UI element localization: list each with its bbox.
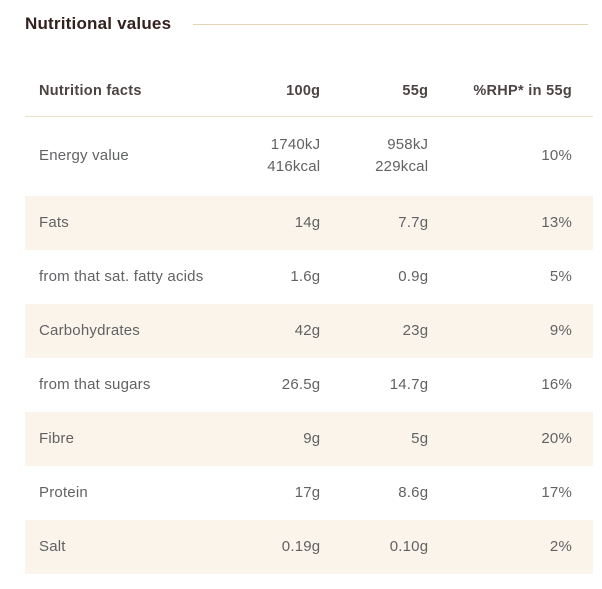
table-row: Salt 0.19g 0.10g 2%	[25, 520, 593, 574]
value-rhp-in-55g: 16%	[428, 358, 593, 412]
value-line: 958kJ	[387, 136, 429, 154]
value-line: 26.5g	[281, 376, 321, 393]
value-line: 5%	[549, 268, 572, 285]
value-per-100g: 14g	[241, 196, 321, 250]
table-row: Fibre 9g 5g 20%	[25, 412, 593, 466]
table-row: Carbohydrates 42g 23g 9%	[25, 304, 593, 358]
value-per-55g: 0.9g	[320, 250, 428, 304]
value-rhp-in-55g: 17%	[428, 466, 593, 520]
nutrition-section: Nutritional values Nutrition facts 100g …	[25, 13, 593, 574]
value-line: 0.10g	[389, 538, 429, 555]
value-line: Fats	[39, 214, 69, 231]
row-label: Protein	[25, 466, 241, 520]
row-label: Fibre	[25, 412, 241, 466]
value-line: Salt	[39, 538, 66, 555]
value-line: 5g	[411, 430, 429, 447]
value-per-100g: 17g	[241, 466, 321, 520]
value-rhp-in-55g: 13%	[428, 196, 593, 250]
value-rhp-in-55g: 9%	[428, 304, 593, 358]
row-label: Salt	[25, 520, 241, 574]
page-title: Nutritional values	[25, 14, 172, 33]
table-row: Energy value 1740kJ 416kcal 958kJ 229kcal 10%	[25, 116, 593, 196]
value-line: 416kcal	[267, 158, 321, 176]
value-per-55g: 14.7g	[320, 358, 428, 412]
value-line: 17%	[541, 484, 572, 501]
value-per-100g: 0.19g	[241, 520, 321, 574]
value-line: 14g	[294, 214, 321, 231]
row-label: from that sat. fatty acids	[25, 250, 241, 304]
section-title-row: Nutritional values	[25, 13, 588, 35]
value-per-55g: 958kJ 229kcal	[320, 116, 428, 196]
value-per-55g: 7.7g	[320, 196, 428, 250]
value-line: Protein	[39, 484, 88, 501]
value-per-55g: 8.6g	[320, 466, 428, 520]
row-label: from that sugars	[25, 358, 241, 412]
value-per-100g: 42g	[241, 304, 321, 358]
table-row: Protein 17g 8.6g 17%	[25, 466, 593, 520]
value-line: from that sat. fatty acids	[39, 268, 204, 285]
value-rhp-in-55g: 5%	[428, 250, 593, 304]
table-row: Fats 14g 7.7g 13%	[25, 196, 593, 250]
value-line: 9%	[549, 322, 572, 339]
value-line: 229kcal	[375, 158, 429, 176]
nutrition-table-body: Energy value 1740kJ 416kcal 958kJ 229kcal 10%…	[25, 116, 593, 574]
value-per-55g: 5g	[320, 412, 428, 466]
table-row: from that sugars 26.5g 14.7g 16%	[25, 358, 593, 412]
value-line: 0.19g	[281, 538, 321, 555]
value-per-100g: 1.6g	[241, 250, 321, 304]
value-per-100g: 9g	[241, 412, 321, 466]
value-line: 0.9g	[398, 268, 429, 285]
header-55g: 55g	[320, 67, 429, 117]
value-line: 16%	[541, 376, 572, 393]
value-line: 10%	[541, 147, 572, 165]
value-per-100g: 26.5g	[241, 358, 321, 412]
value-line: 8.6g	[398, 484, 429, 501]
value-line: Energy value	[39, 147, 129, 165]
header-100g: 100g	[240, 67, 321, 117]
value-line: 13%	[541, 214, 572, 231]
value-line: 2%	[549, 538, 572, 555]
value-line: 7.7g	[398, 214, 429, 231]
value-line: 9g	[303, 430, 321, 447]
value-line: 1740kJ	[270, 136, 321, 154]
value-line: 17g	[294, 484, 321, 501]
value-line: 1.6g	[290, 268, 321, 285]
value-rhp-in-55g: 2%	[428, 520, 593, 574]
row-label: Carbohydrates	[25, 304, 241, 358]
title-divider-line	[193, 23, 588, 25]
value-line: from that sugars	[39, 376, 151, 393]
value-per-100g: 1740kJ 416kcal	[241, 116, 321, 196]
table-row: from that sat. fatty acids 1.6g 0.9g 5%	[25, 250, 593, 304]
value-line: 20%	[541, 430, 572, 447]
value-line: 42g	[294, 322, 321, 339]
nutrition-table: Nutrition facts 100g 55g %RHP* in 55g En…	[25, 67, 593, 574]
header-rhp-in-55g: %RHP* in 55g	[428, 67, 593, 117]
value-line: 23g	[402, 322, 429, 339]
nutrition-table-header: Nutrition facts 100g 55g %RHP* in 55g	[25, 67, 593, 117]
value-per-55g: 23g	[320, 304, 428, 358]
row-label: Fats	[25, 196, 241, 250]
value-rhp-in-55g: 10%	[428, 116, 593, 196]
value-line: 14.7g	[389, 376, 429, 393]
value-per-55g: 0.10g	[320, 520, 428, 574]
value-rhp-in-55g: 20%	[428, 412, 593, 466]
value-line: Carbohydrates	[39, 322, 140, 339]
value-line: Fibre	[39, 430, 75, 447]
header-nutrition-facts: Nutrition facts	[25, 67, 241, 117]
header-row: Nutrition facts 100g 55g %RHP* in 55g	[25, 67, 593, 117]
row-label: Energy value	[25, 116, 241, 196]
